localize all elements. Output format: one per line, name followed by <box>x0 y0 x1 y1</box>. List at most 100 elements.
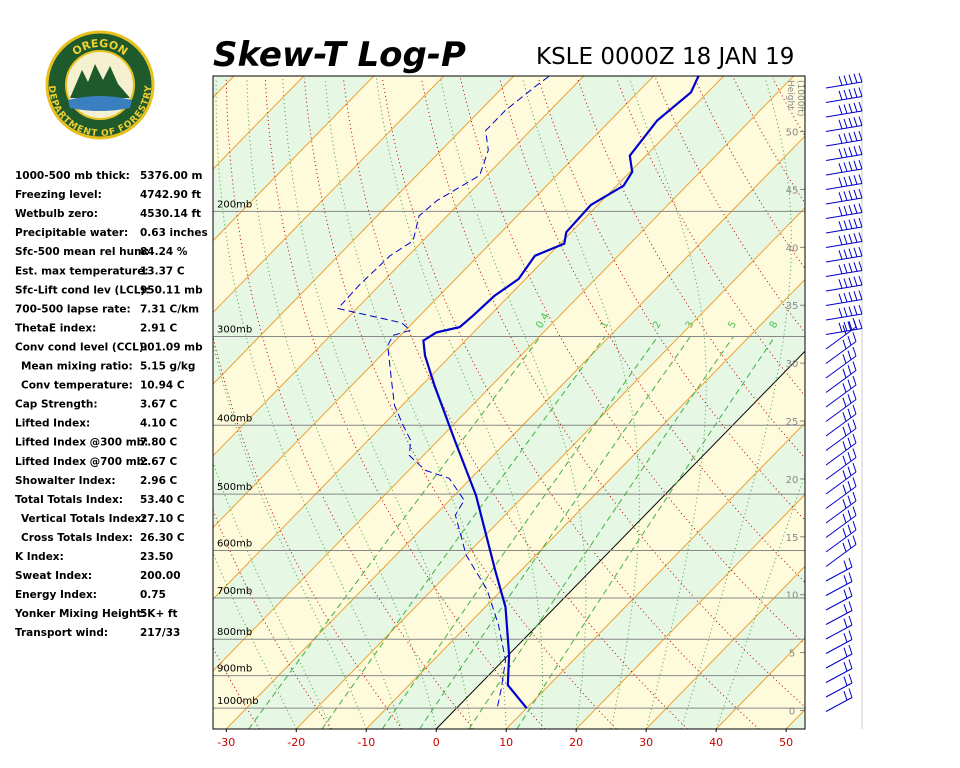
index-label: Total Totals Index: <box>15 494 123 506</box>
barb-flag <box>843 647 848 657</box>
index-label: Conv cond level (CCL): <box>15 341 148 353</box>
index-value: 7.80 C <box>140 437 178 449</box>
barb-flag <box>858 87 863 97</box>
barb-flag <box>843 307 848 317</box>
axes: -30 -20 -10 0 10 20 30 40 50 <box>217 729 793 749</box>
index-label: Lifted Index @700 mb: <box>15 456 148 468</box>
barb-flag <box>852 317 857 328</box>
isotherm <box>435 350 805 729</box>
barb-flag <box>858 101 863 112</box>
barb-flag <box>843 162 848 172</box>
barb-flag <box>842 368 847 378</box>
barb-flag <box>853 88 858 98</box>
barb-flag <box>853 233 858 243</box>
index-value: 13.37 C <box>140 265 185 277</box>
barb-staff <box>825 355 857 379</box>
barb-flag <box>838 148 843 158</box>
index-value: 2.91 C <box>140 322 178 334</box>
index-label: 700-500 lapse rate: <box>15 303 131 315</box>
index-value: 217/33 <box>140 627 180 639</box>
x-tick-label: 40 <box>709 736 723 749</box>
moist-adiabat <box>628 78 707 729</box>
index-label: Showalter Index: <box>15 475 116 487</box>
index-value: 5376.00 m <box>140 170 202 182</box>
barb-flag <box>858 203 863 213</box>
isotherm <box>225 135 805 729</box>
barb-staff <box>825 653 853 669</box>
barb-flag <box>852 404 857 415</box>
barb-flag <box>843 75 848 85</box>
index-label: Sfc-500 mean rel hum: <box>15 246 149 258</box>
barb-flag <box>838 192 843 202</box>
barb-staff <box>825 81 863 89</box>
barb-staff <box>825 370 857 393</box>
index-value: 2.67 C <box>140 456 178 468</box>
barb-flag <box>852 433 857 444</box>
barb-flag <box>847 481 852 491</box>
index-label: ThetaE index: <box>15 322 96 334</box>
index-value: 0.75 <box>140 589 166 601</box>
mixing-ratio-line <box>468 336 734 729</box>
isotherm-band <box>786 709 805 729</box>
barb-staff <box>825 471 857 495</box>
barb-flag <box>848 659 853 669</box>
barb-flag <box>852 520 857 531</box>
barb-flag <box>848 161 853 171</box>
barb-flag <box>838 177 843 187</box>
x-tick-label: 0 <box>433 736 440 749</box>
barb-flag <box>858 261 863 271</box>
index-label: Yonker Mixing Height: <box>14 608 146 620</box>
pressure-label: 500mb <box>217 482 252 493</box>
index-label: K Index: <box>15 551 64 563</box>
isotherm-band <box>856 76 960 729</box>
barb-staff <box>825 241 863 248</box>
barb-staff <box>825 668 853 683</box>
barb-flag <box>842 499 847 509</box>
barb-flag <box>843 220 848 230</box>
index-value: 27.10 C <box>140 513 185 525</box>
barb-flag <box>848 190 853 200</box>
isotherm <box>213 76 585 457</box>
barb-flag <box>842 441 847 451</box>
barb-flag <box>842 397 847 407</box>
barb-flag <box>848 586 853 597</box>
isotherm <box>365 278 805 729</box>
height-tick-label: 35 <box>786 301 799 312</box>
barb-flag <box>843 104 848 114</box>
barb-flag <box>843 278 848 288</box>
index-value: 4.10 C <box>140 418 178 430</box>
barb-flag <box>853 262 858 272</box>
barb-flag <box>842 354 847 364</box>
barb-flag <box>847 321 852 331</box>
barb-flag <box>853 175 858 185</box>
index-value: 200.00 <box>140 570 181 582</box>
barb-staff <box>825 413 857 437</box>
barb-flag <box>848 132 853 142</box>
barb-flag <box>843 560 848 570</box>
barb-staff <box>825 168 863 176</box>
barb-flag <box>843 589 848 599</box>
index-value: 4530.14 ft <box>140 208 201 220</box>
barb-flag <box>848 673 853 684</box>
barb-flag <box>853 117 858 127</box>
height-tick-label: 45 <box>786 185 799 196</box>
barb-flag <box>858 290 863 300</box>
isotherm <box>213 76 725 600</box>
isotherm <box>295 207 805 729</box>
barb-staff <box>825 255 863 263</box>
barb-flag <box>843 633 848 643</box>
barb-flag <box>852 361 857 371</box>
barb-flag <box>848 234 853 244</box>
mixing-ratio-label: 1 <box>599 319 612 330</box>
index-label: Cross Totals Index: <box>21 532 133 544</box>
barb-staff <box>825 139 863 147</box>
barb-flag <box>843 618 848 628</box>
barb-staff <box>825 197 863 205</box>
isotherm <box>645 565 805 729</box>
barb-flag <box>848 176 853 186</box>
barb-flag <box>847 423 852 433</box>
isotherm <box>785 708 805 729</box>
barb-flag <box>848 306 853 316</box>
mixing-ratio-label: 5 <box>726 319 739 330</box>
